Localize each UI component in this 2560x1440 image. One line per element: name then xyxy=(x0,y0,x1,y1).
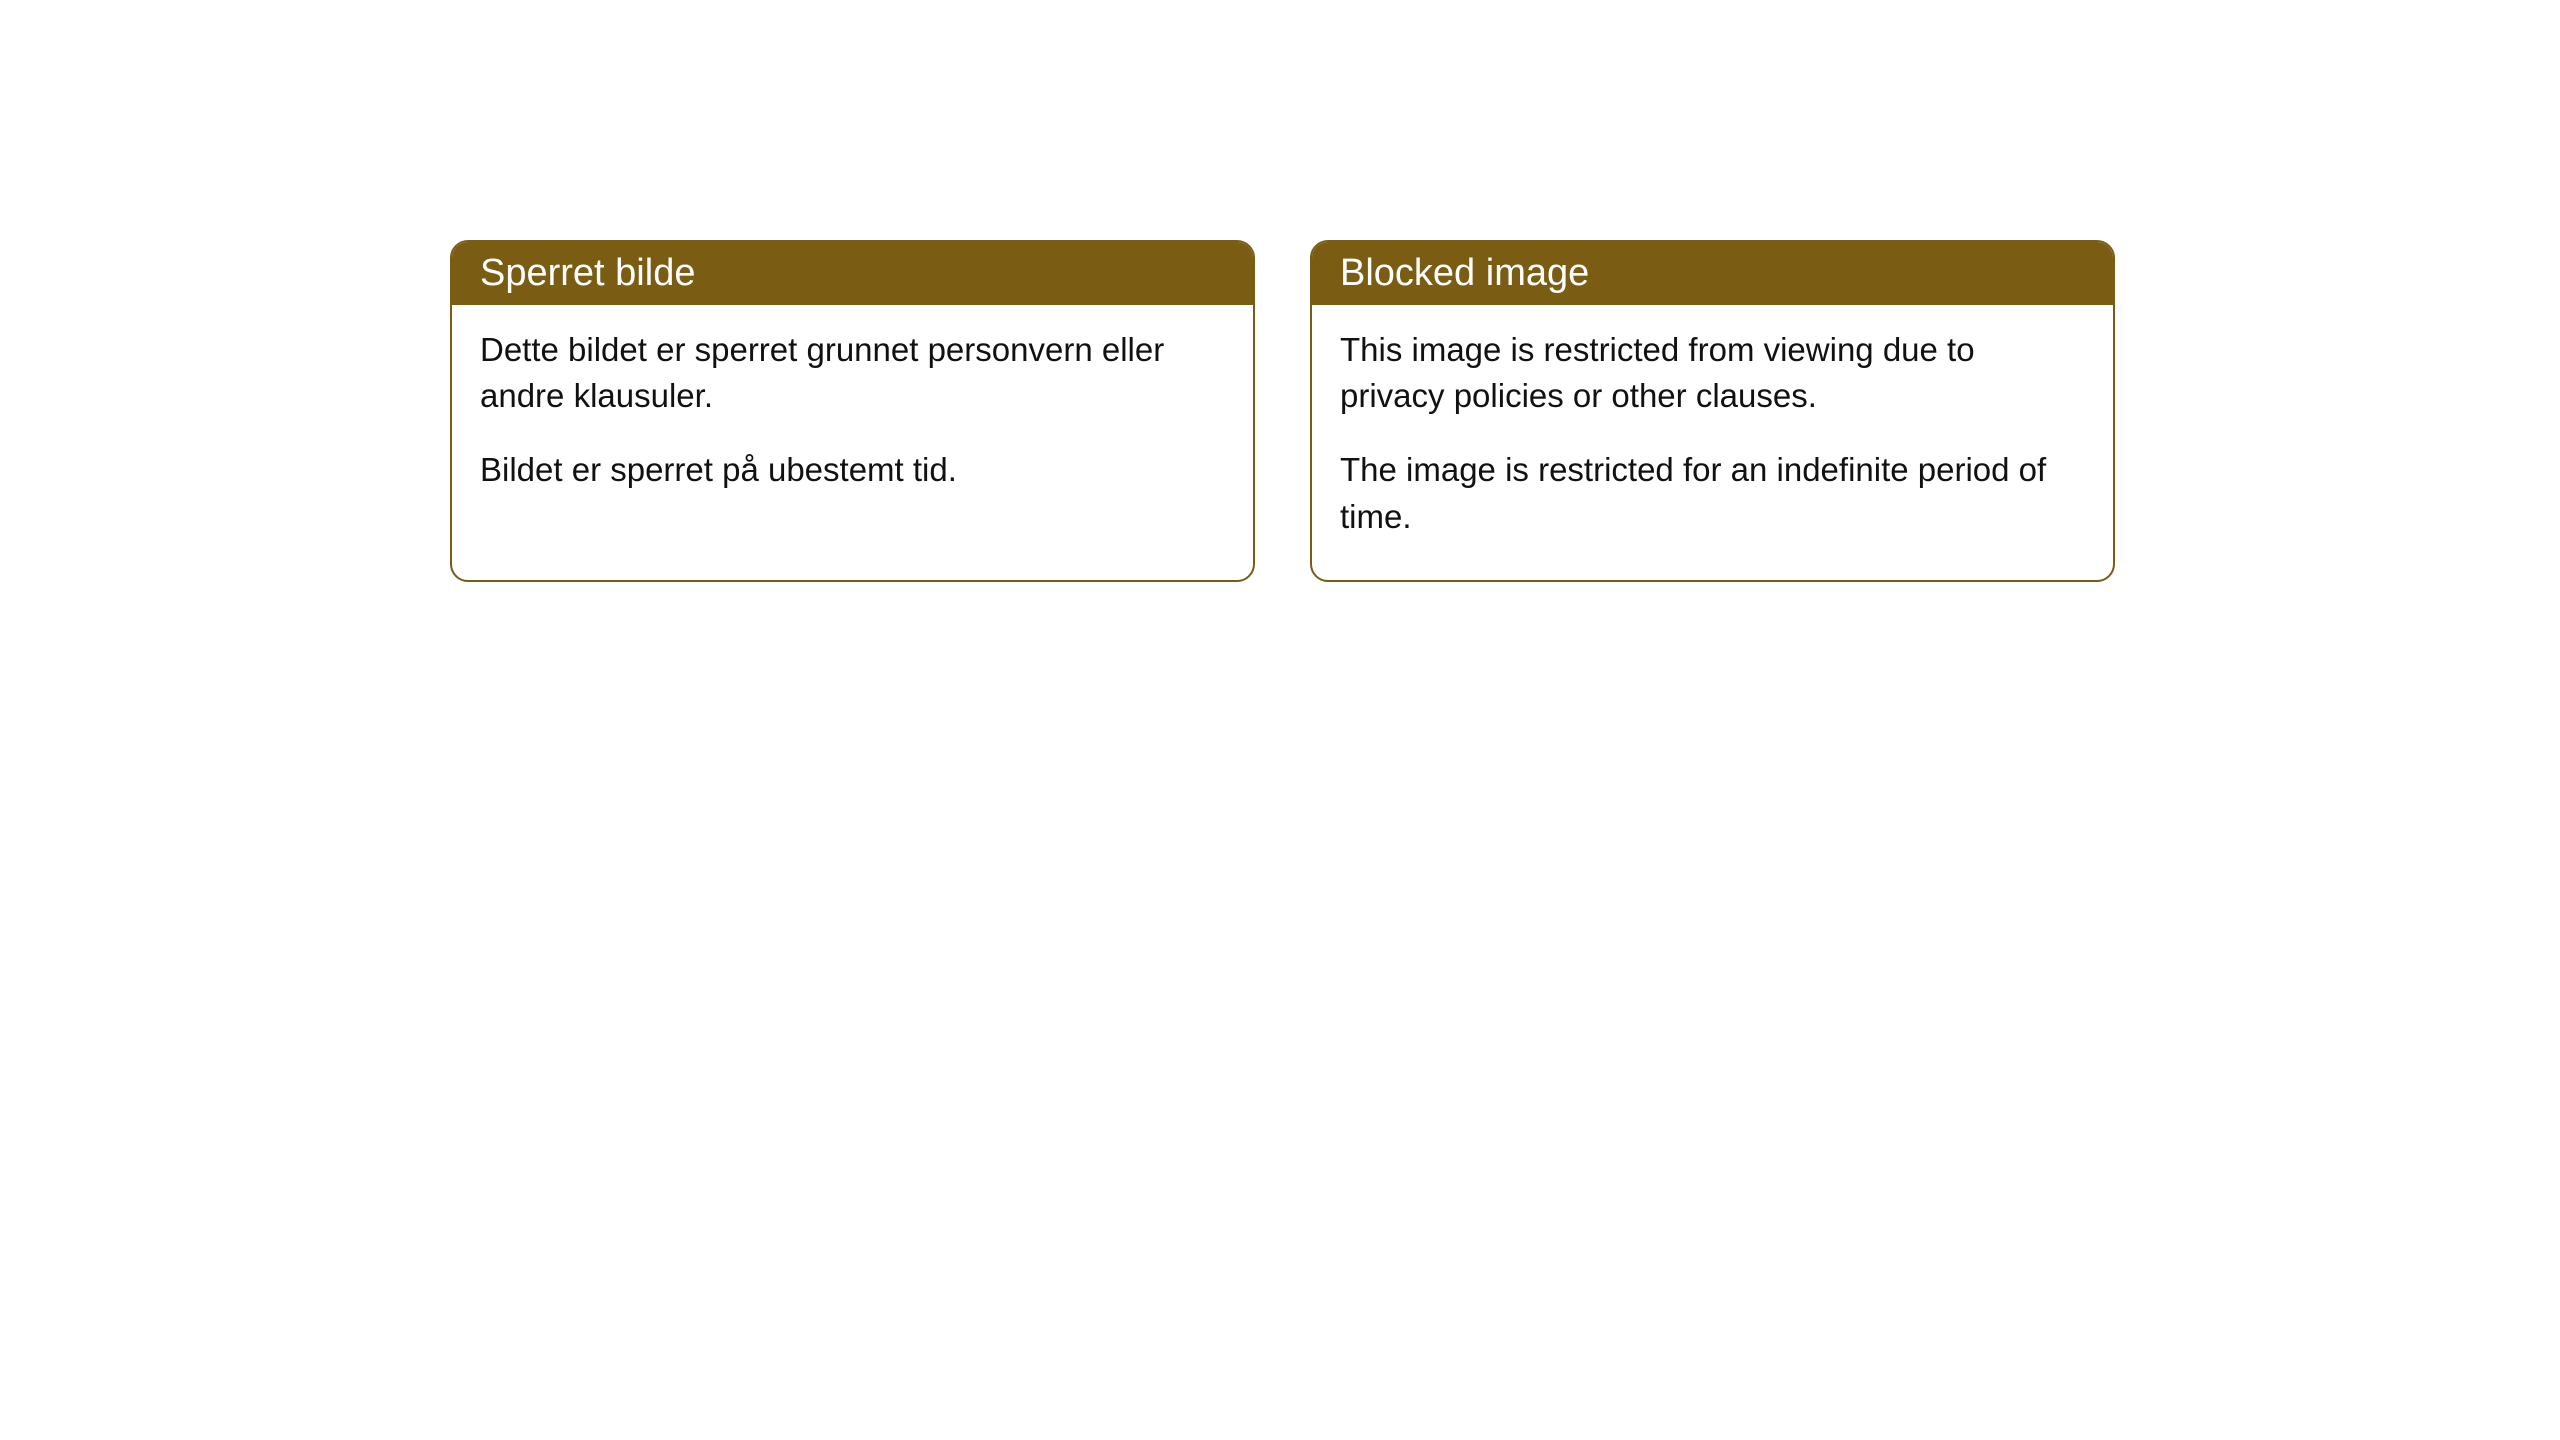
card-paragraph: Dette bildet er sperret grunnet personve… xyxy=(480,327,1225,419)
card-paragraph: The image is restricted for an indefinit… xyxy=(1340,447,2085,539)
notice-card-english: Blocked image This image is restricted f… xyxy=(1310,240,2115,582)
card-body: Dette bildet er sperret grunnet personve… xyxy=(452,305,1253,534)
card-title: Blocked image xyxy=(1312,242,2113,305)
card-body: This image is restricted from viewing du… xyxy=(1312,305,2113,580)
card-paragraph: Bildet er sperret på ubestemt tid. xyxy=(480,447,1225,493)
notice-cards-container: Sperret bilde Dette bildet er sperret gr… xyxy=(450,240,2115,582)
notice-card-norwegian: Sperret bilde Dette bildet er sperret gr… xyxy=(450,240,1255,582)
card-title: Sperret bilde xyxy=(452,242,1253,305)
card-paragraph: This image is restricted from viewing du… xyxy=(1340,327,2085,419)
